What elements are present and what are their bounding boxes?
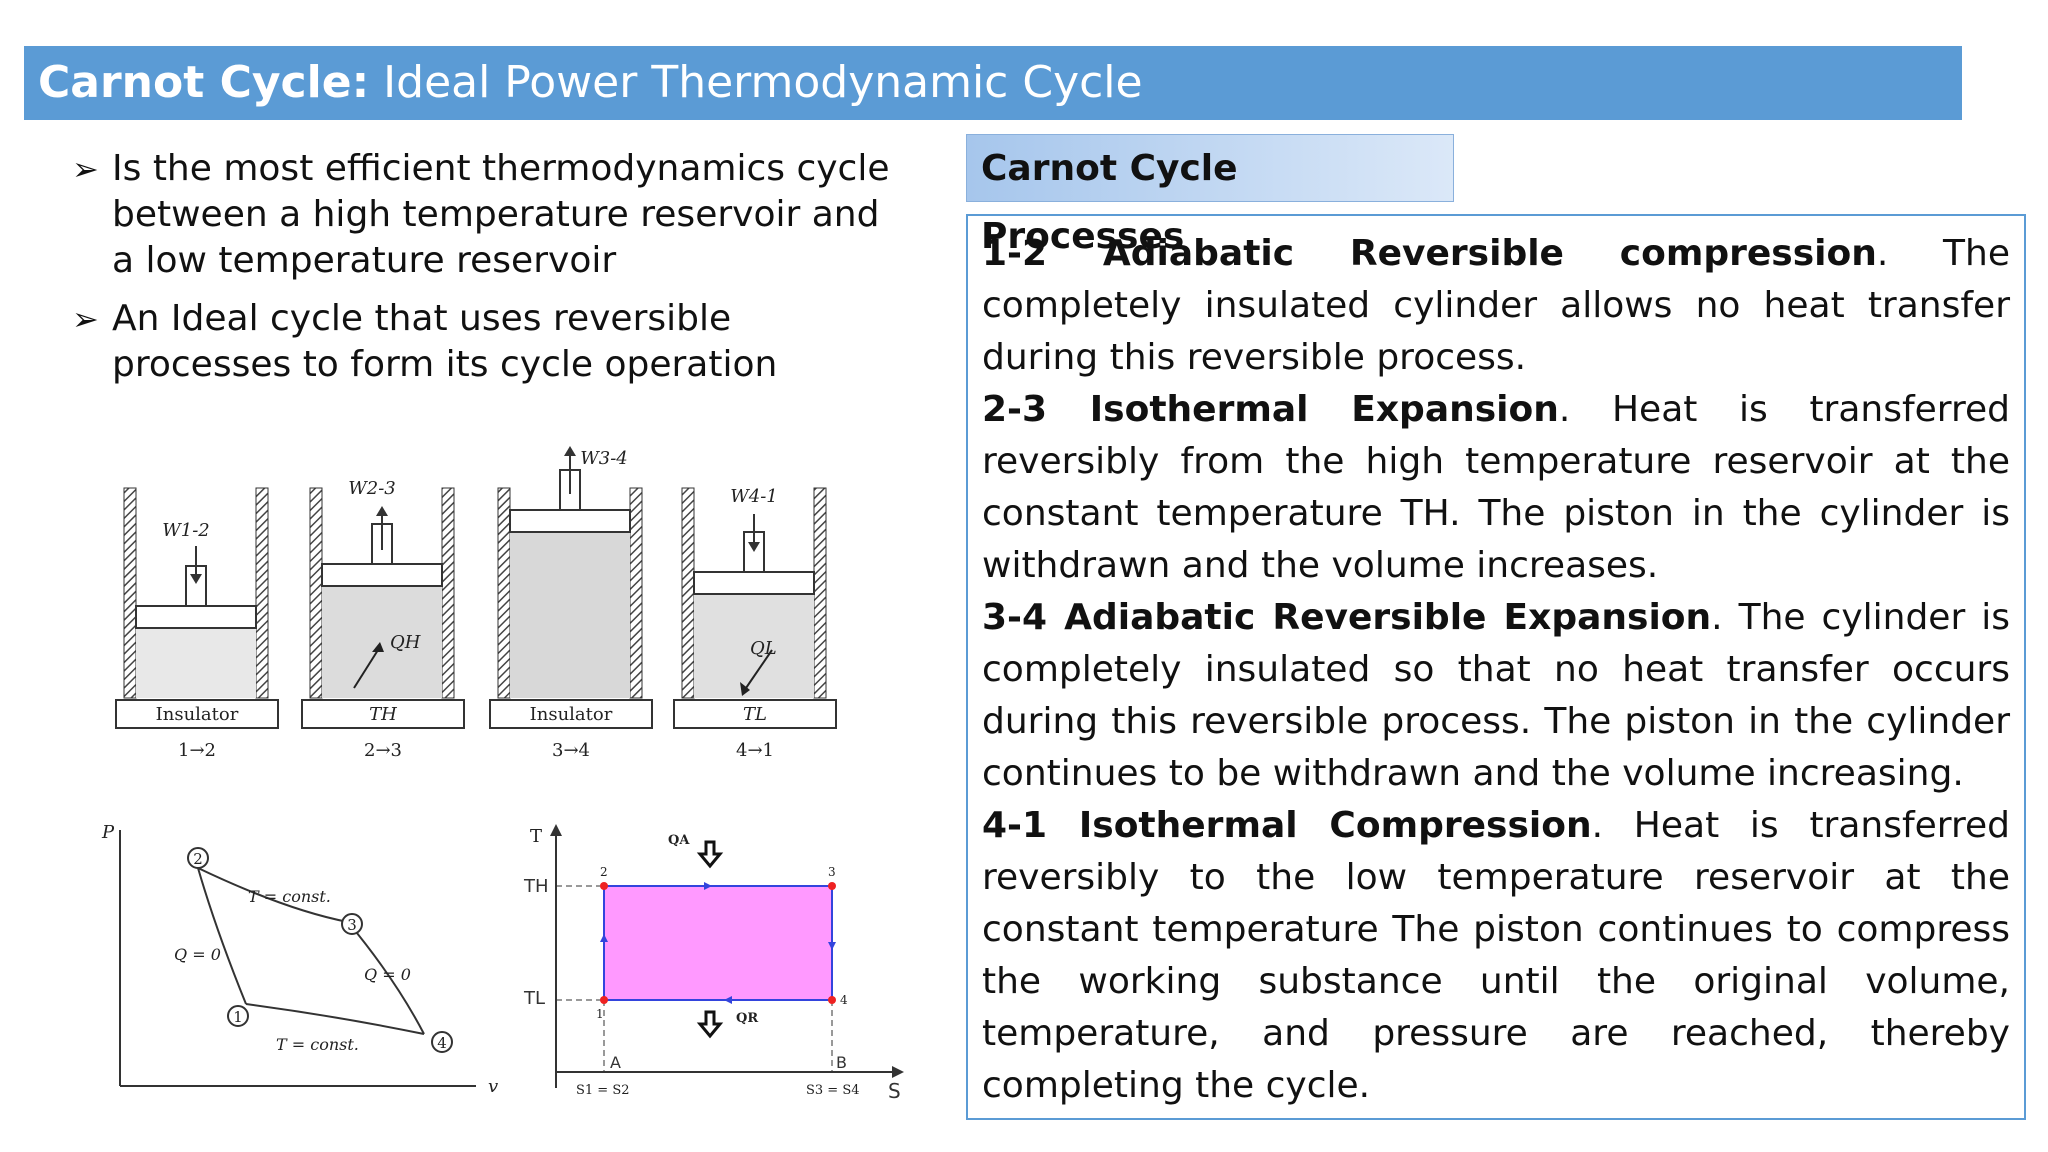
cylinder-3-4: Insulator 3→4 W3-4 xyxy=(489,446,653,761)
process-body: . Heat is transferred reversibly to the … xyxy=(982,805,2010,1106)
cyl2-base-label: TH xyxy=(369,704,397,725)
cyl1-base-label: Insulator xyxy=(156,704,239,725)
cyl4-work-label: W4-1 xyxy=(730,486,778,507)
process-head: 2-3 Isothermal Expansion xyxy=(982,389,1559,430)
process-paragraph: 3-4 Adiabatic Reversible Expansion. The … xyxy=(982,592,2010,800)
pv-point-label: 3 xyxy=(347,916,357,934)
processes-panel: 1-2 Adiabatic Reversible compression. Th… xyxy=(966,214,2026,1120)
pv-point-label: 4 xyxy=(437,1034,447,1052)
cyl1-work-label: W1-2 xyxy=(162,520,210,541)
pv-point-label: 2 xyxy=(193,850,203,868)
process-body: . The completely insulated cylinder allo… xyxy=(982,233,2011,378)
cyl2-work-label: W2-3 xyxy=(348,478,396,499)
cylinder-1-2: Insulator 1→2 W1-2 xyxy=(115,487,279,761)
process-head: 4-1 Isothermal Compression xyxy=(982,805,1592,846)
process-body: . The cylinder is completely insulated s… xyxy=(982,597,2010,794)
bullet-list: ➢ Is the most efficient thermodynamics c… xyxy=(72,146,912,400)
ts-s-left-label: S1 = S2 xyxy=(576,1083,630,1098)
title-bold: Carnot Cycle: xyxy=(38,57,370,108)
process-paragraph: 4-1 Isothermal Compression. Heat is tran… xyxy=(982,800,2010,1112)
pv-curve-label: Q = 0 xyxy=(364,965,411,984)
ts-corner-label: 3 xyxy=(828,865,836,879)
pv-curve-label: T = const. xyxy=(276,1035,359,1054)
cyl2-heat-label: QH xyxy=(390,632,421,653)
ts-cycle-rectangle xyxy=(603,885,833,1001)
ts-y-label: T xyxy=(530,826,542,847)
pv-x-label: v xyxy=(488,1076,498,1097)
arrow-bullet-icon: ➢ xyxy=(72,150,99,188)
cyl3-step-label: 3→4 xyxy=(552,740,590,761)
cyl4-step-label: 4→1 xyxy=(736,740,774,761)
pv-curve-label: T = const. xyxy=(248,887,331,906)
piston-cylinder-diagram: Insulator 1→2 W1-2 QH TH 2→3 W2-3 Insula… xyxy=(115,446,837,761)
cyl2-step-label: 2→3 xyxy=(364,740,402,761)
ts-corner-label: 4 xyxy=(840,993,848,1007)
ts-tl-label: TL xyxy=(523,988,545,1009)
ts-corner-label: 1 xyxy=(596,1007,604,1021)
cyl3-work-label: W3-4 xyxy=(580,448,628,469)
ts-x-label: S xyxy=(888,1079,901,1103)
pv-point-label: 1 xyxy=(233,1008,243,1026)
bullet-text: An Ideal cycle that uses reversible proc… xyxy=(112,298,778,385)
process-paragraph: 2-3 Isothermal Expansion. Heat is transf… xyxy=(982,384,2010,592)
pv-y-label: P xyxy=(101,822,115,843)
bullet-item: ➢ An Ideal cycle that uses reversible pr… xyxy=(72,296,912,388)
ts-diagram: T S TH TL 1 2 3 4 QA QR A B S1 = S2 S3 =… xyxy=(523,824,904,1103)
cyl4-base-label: TL xyxy=(743,704,767,725)
cylinder-2-3: QH TH 2→3 W2-3 xyxy=(301,478,465,761)
cylinder-4-1: QL TL 4→1 W4-1 xyxy=(673,486,837,761)
bullet-item: ➢ Is the most efficient thermodynamics c… xyxy=(72,146,912,284)
cyl1-step-label: 1→2 xyxy=(178,740,216,761)
process-head: 1-2 Adiabatic Reversible compression xyxy=(982,233,1877,274)
pv-isotherm-high xyxy=(197,867,349,923)
ts-a-label: A xyxy=(610,1053,621,1072)
ts-s-right-label: S3 = S4 xyxy=(806,1083,860,1098)
bullet-text: Is the most efficient thermodynamics cyc… xyxy=(112,148,890,281)
processes-heading: Carnot Cycle Processes xyxy=(966,134,1454,257)
process-head: 3-4 Adiabatic Reversible Expansion xyxy=(982,597,1712,638)
title-rest: Ideal Power Thermodynamic Cycle xyxy=(369,57,1143,108)
cyl4-heat-label: QL xyxy=(750,638,777,659)
pv-adiabat-left xyxy=(197,867,247,1005)
heat-in-arrow-icon xyxy=(696,840,724,869)
ts-qr-label: QR xyxy=(736,1011,758,1026)
slide-title: Carnot Cycle: Ideal Power Thermodynamic … xyxy=(24,46,1962,120)
process-paragraph: 1-2 Adiabatic Reversible compression. Th… xyxy=(982,228,2010,384)
pv-isotherm-low xyxy=(245,1003,425,1035)
pv-diagram: P v 2 3 1 4 T = const. Q = 0 Q = 0 T = c… xyxy=(101,822,498,1097)
arrow-bullet-icon: ➢ xyxy=(72,300,99,338)
ts-corner-label: 2 xyxy=(600,865,608,879)
cyl3-base-label: Insulator xyxy=(530,704,613,725)
heat-out-arrow-icon xyxy=(696,1010,724,1039)
ts-b-label: B xyxy=(836,1053,847,1072)
ts-qa-label: QA xyxy=(668,833,690,848)
pv-adiabat-right xyxy=(347,921,425,1035)
process-body: . Heat is transferred reversibly from th… xyxy=(982,389,2010,586)
pv-curve-label: Q = 0 xyxy=(174,945,221,964)
ts-th-label: TH xyxy=(523,876,549,897)
